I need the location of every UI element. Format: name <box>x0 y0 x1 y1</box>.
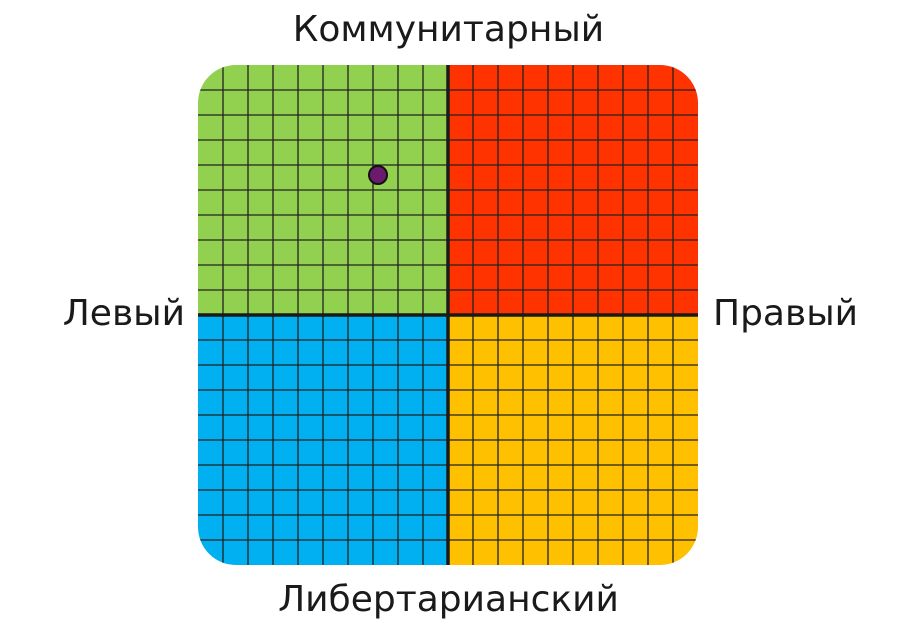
axis-label-left: Левый <box>62 293 185 334</box>
axis-label-top: Коммунитарный <box>292 9 605 50</box>
axis-label-right: Правый <box>713 293 859 334</box>
axis-label-bottom: Либертарианский <box>278 579 619 620</box>
data-point <box>368 165 388 185</box>
